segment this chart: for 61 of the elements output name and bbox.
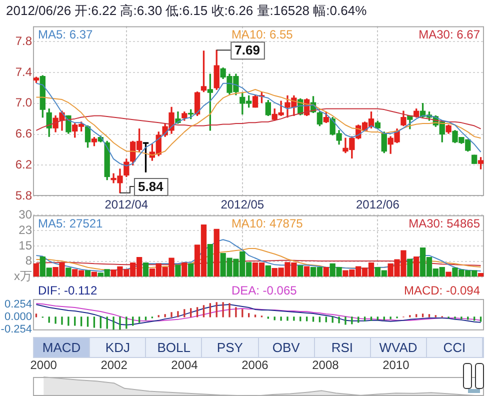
bar bbox=[478, 272, 484, 277]
x-tick-label: 2008 bbox=[312, 358, 340, 372]
y-tick-label: 7.8 bbox=[15, 34, 32, 48]
bar bbox=[142, 262, 149, 277]
x-tick-label: 2000 bbox=[30, 358, 58, 372]
text: PSY bbox=[202, 338, 258, 357]
text: WVAD bbox=[370, 338, 427, 357]
y-tick-label: -0.254 bbox=[0, 324, 32, 336]
text: MACD bbox=[34, 338, 90, 357]
y-tick-label: 6.6 bbox=[15, 126, 32, 141]
y-tick-label: x万 bbox=[14, 269, 32, 284]
text: MA30: 54865 bbox=[408, 216, 480, 231]
series-label: MACD: -0.094 bbox=[404, 283, 480, 298]
y-tick-label: 7.0 bbox=[15, 96, 32, 110]
text: MA5: 27521 bbox=[38, 216, 104, 231]
bar bbox=[265, 265, 271, 277]
text: RSI bbox=[314, 338, 371, 357]
x-tick-label: 2002 bbox=[100, 358, 128, 372]
text: KDJ bbox=[90, 338, 146, 357]
y-tick-label: 15 bbox=[18, 238, 32, 252]
bar bbox=[33, 263, 40, 277]
y-tick-label: 0.000 bbox=[4, 310, 32, 323]
annotation: 7.69 bbox=[234, 42, 260, 58]
bar bbox=[182, 262, 188, 277]
x-tick-label: 2012/06 bbox=[356, 198, 400, 212]
bar bbox=[304, 266, 310, 277]
bar bbox=[214, 228, 220, 277]
bar bbox=[446, 272, 452, 277]
text: CCI bbox=[426, 338, 483, 357]
bar bbox=[91, 272, 98, 277]
bar bbox=[414, 256, 420, 277]
x-tick-label: 2004 bbox=[171, 358, 198, 372]
y-tick-label: 5.8 bbox=[15, 188, 32, 202]
y-tick-label: 23 bbox=[18, 222, 32, 237]
series-label: DIF: -0.112 bbox=[38, 283, 98, 298]
bar bbox=[207, 244, 214, 277]
x-tick-label: 2012/05 bbox=[220, 198, 264, 212]
x-tick-label: 2012/04 bbox=[104, 198, 148, 212]
y-tick-label: 8 bbox=[25, 254, 32, 268]
bar bbox=[188, 263, 194, 277]
x-tick-label: 2010 bbox=[382, 358, 410, 372]
y-tick-label: 7.4 bbox=[15, 64, 32, 79]
bar bbox=[298, 265, 304, 277]
x-tick-label: 2006 bbox=[242, 358, 269, 372]
text: BOLL bbox=[146, 338, 202, 357]
y-tick-label: 0.254 bbox=[4, 298, 32, 310]
series-label: DEA: -0.065 bbox=[231, 283, 298, 298]
bar bbox=[175, 264, 181, 277]
bar bbox=[323, 267, 329, 277]
text: MA30: 6.67 bbox=[418, 28, 480, 42]
text: OBV bbox=[258, 338, 315, 357]
text: MA5: 6.37 bbox=[38, 28, 94, 42]
annotation: 5.84 bbox=[138, 179, 164, 194]
bar bbox=[407, 258, 413, 277]
bar bbox=[66, 268, 72, 277]
y-tick-label: 30 bbox=[18, 208, 32, 222]
y-tick-label: 6.2 bbox=[15, 157, 32, 172]
series-label: MA10: 47875 bbox=[231, 216, 304, 231]
bar bbox=[84, 270, 91, 277]
chart-title: 2012/06/26 开:6.22 高:6.30 低:6.15 收:6.26 量:16528 幅:0.64% bbox=[6, 2, 367, 20]
text: MA10: 6.55 bbox=[231, 28, 294, 42]
